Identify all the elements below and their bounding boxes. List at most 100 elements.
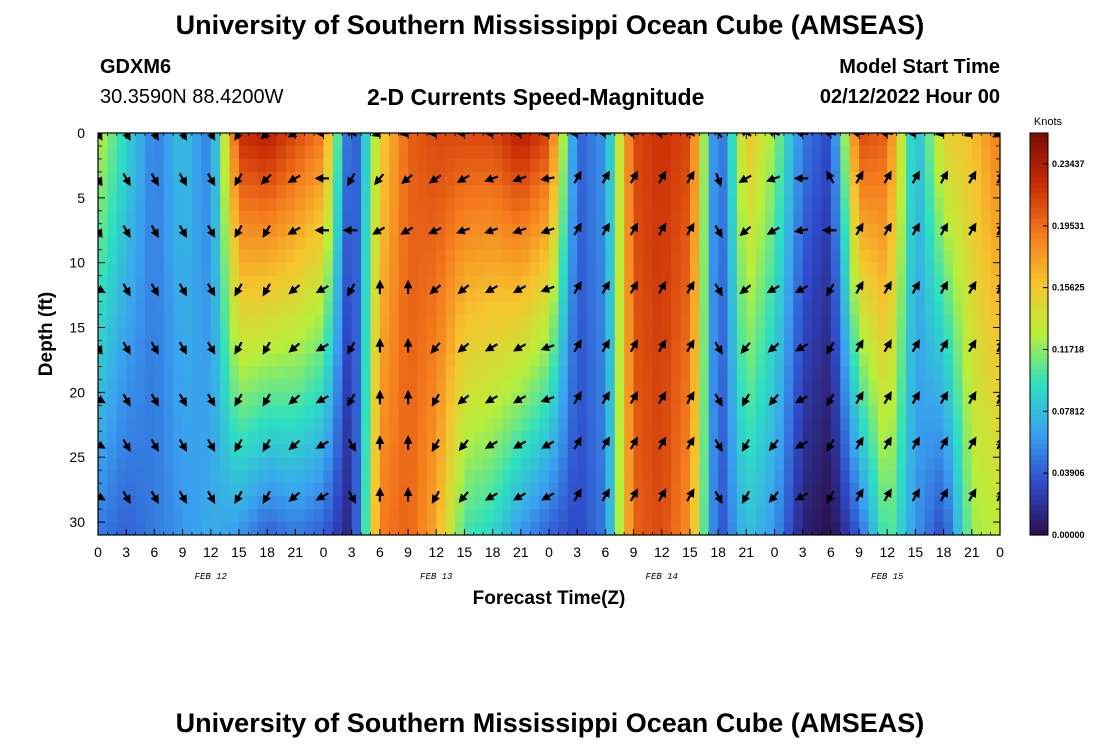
heatmap-cell — [126, 327, 137, 342]
heatmap-cell — [943, 288, 954, 303]
heatmap-cell — [464, 496, 475, 510]
heatmap-cell — [98, 418, 108, 432]
heatmap-cell — [633, 405, 644, 419]
heatmap-cell — [455, 262, 466, 277]
heatmap-cell — [981, 431, 992, 445]
colorbar-swatch — [1030, 454, 1048, 461]
heatmap-cell — [624, 327, 635, 342]
heatmap-cell — [642, 314, 653, 329]
heatmap-cell — [671, 444, 682, 458]
colorbar-swatch — [1030, 414, 1048, 421]
heatmap-cell — [990, 262, 1000, 277]
heatmap-cell — [812, 496, 823, 510]
heatmap-cell — [746, 353, 757, 368]
heatmap-cell — [577, 496, 588, 510]
heatmap-cell — [323, 496, 334, 510]
heatmap-cell — [267, 470, 278, 484]
heatmap-cell — [323, 145, 334, 160]
heatmap-cell — [473, 522, 484, 535]
heatmap-cell — [455, 366, 466, 380]
heatmap-cell — [408, 496, 419, 510]
heatmap-cell — [859, 184, 870, 199]
colorbar-swatch — [1030, 253, 1048, 260]
heatmap-cell — [661, 301, 672, 316]
heatmap-cell — [906, 314, 917, 329]
heatmap-cell — [624, 457, 635, 471]
heatmap-cell — [464, 379, 475, 393]
heatmap-cell — [351, 262, 362, 277]
heatmap-cell — [502, 197, 513, 212]
heatmap-cell — [417, 366, 428, 380]
heatmap-cell — [342, 509, 353, 523]
heatmap-cell — [924, 470, 935, 484]
heatmap-cell — [257, 249, 268, 264]
heatmap-cell — [126, 210, 137, 225]
heatmap-cell — [98, 262, 108, 277]
heatmap-cell — [257, 509, 268, 523]
heatmap-cell — [201, 379, 212, 393]
y-tick-label: 0 — [77, 125, 85, 141]
heatmap-cell — [915, 145, 926, 160]
colorbar-swatch — [1030, 494, 1048, 501]
heatmap-cell — [107, 210, 118, 225]
heatmap-cell — [107, 327, 118, 342]
heatmap-cell — [98, 483, 108, 497]
heatmap-cell — [755, 236, 766, 251]
heatmap-cell — [652, 249, 663, 264]
heatmap-cell — [783, 470, 794, 484]
heatmap-cell — [520, 522, 531, 535]
heatmap-cell — [182, 184, 193, 199]
heatmap-cell — [990, 210, 1000, 225]
heatmap-cell — [661, 327, 672, 342]
heatmap-cell — [605, 288, 616, 303]
heatmap-cell — [577, 418, 588, 432]
current-arrow — [484, 395, 498, 404]
heatmap-cell — [567, 366, 578, 380]
heatmap-cell — [182, 197, 193, 212]
heatmap-cell — [624, 431, 635, 445]
heatmap-cell — [896, 366, 907, 380]
heatmap-cell — [971, 496, 982, 510]
heatmap-cell — [990, 405, 1000, 419]
heatmap-cell — [464, 275, 475, 290]
heatmap-cell — [915, 457, 926, 471]
current-arrow — [288, 439, 301, 451]
heatmap-cell — [426, 158, 437, 173]
heatmap-cell — [539, 236, 550, 251]
heatmap-cell — [351, 353, 362, 368]
current-arrow — [686, 280, 695, 294]
heatmap-cell — [379, 457, 390, 471]
heatmap-cell — [896, 340, 907, 355]
heatmap-cell — [793, 470, 804, 484]
heatmap-cell — [483, 366, 494, 380]
heatmap-cell — [351, 158, 362, 173]
heatmap-cell — [285, 184, 296, 199]
heatmap-cell — [943, 236, 954, 251]
heatmap-cell — [520, 145, 531, 160]
heatmap-cell — [135, 340, 146, 355]
heatmap-cell — [962, 249, 973, 264]
heatmap-cell — [285, 236, 296, 251]
heatmap-cell — [671, 301, 682, 316]
heatmap-cell — [332, 496, 343, 510]
heatmap-cell — [370, 184, 381, 199]
heatmap-cell — [408, 184, 419, 199]
heatmap-cell — [962, 496, 973, 510]
heatmap-cell — [398, 236, 409, 251]
heatmap-cell — [746, 366, 757, 380]
heatmap-cell — [276, 171, 287, 186]
heatmap-cell — [595, 223, 606, 238]
heatmap-cell — [755, 340, 766, 355]
heatmap-cell — [135, 457, 146, 471]
heatmap-cell — [755, 223, 766, 238]
heatmap-cell — [840, 483, 851, 497]
heatmap-cell — [107, 301, 118, 316]
heatmap-cell — [511, 184, 522, 199]
colorbar-swatch — [1030, 434, 1048, 441]
heatmap-cell — [332, 470, 343, 484]
current-arrow — [883, 339, 892, 353]
x-tick-label: 3 — [573, 544, 581, 560]
heatmap-cell — [257, 522, 268, 535]
heatmap-cell — [173, 288, 184, 303]
heatmap-cell — [98, 444, 108, 458]
